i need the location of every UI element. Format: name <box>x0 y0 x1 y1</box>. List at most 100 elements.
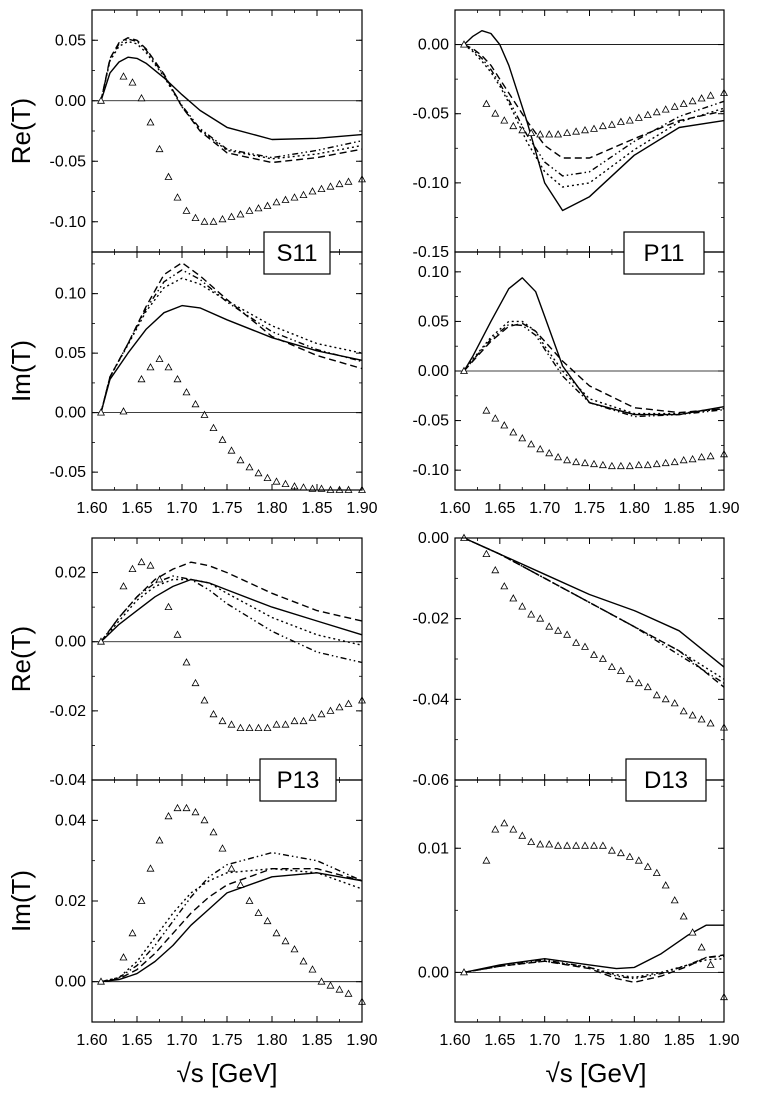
marker-point <box>652 459 661 468</box>
ylabel: Im(T) <box>6 340 36 402</box>
series-dash-dot-dot <box>463 323 725 418</box>
marker-point <box>607 846 616 854</box>
xtick-label: 1.70 <box>529 1032 560 1049</box>
marker-point <box>554 841 563 849</box>
marker-point <box>670 102 679 110</box>
marker-point <box>545 130 554 138</box>
marker-point <box>97 977 105 985</box>
xtick-label: 1.85 <box>301 1032 332 1049</box>
marker-point <box>164 363 173 371</box>
series-dashed <box>463 537 725 688</box>
marker-point <box>164 172 173 180</box>
marker-point <box>182 803 191 812</box>
marker-point <box>581 458 589 467</box>
marker-point <box>191 399 200 408</box>
marker-point <box>482 856 491 864</box>
ytick-label: 0.05 <box>55 345 86 362</box>
series-solid <box>100 578 363 643</box>
ytick-label: -0.05 <box>50 153 87 170</box>
marker-point <box>308 713 317 721</box>
marker-point <box>236 880 245 888</box>
marker-point <box>500 819 509 827</box>
ytick-label: -0.15 <box>413 244 450 261</box>
marker-point <box>326 182 335 190</box>
marker-point <box>146 561 155 569</box>
marker-point <box>200 217 209 225</box>
xtick-label: 1.65 <box>121 500 152 517</box>
series-solid <box>100 304 363 413</box>
marker-point <box>491 565 500 574</box>
marker-point <box>706 719 715 727</box>
marker-point <box>545 622 554 630</box>
marker-point <box>173 374 182 383</box>
marker-point <box>263 723 272 731</box>
xtick-label: 1.60 <box>76 500 107 517</box>
xlabel-right: √s [GeV] <box>546 1058 647 1088</box>
marker-point <box>173 193 182 201</box>
series-dashed <box>100 561 363 643</box>
marker-point <box>308 965 317 973</box>
ytick-label: 0.00 <box>55 634 86 651</box>
marker-point <box>97 96 105 104</box>
ytick-label: -0.02 <box>413 611 450 628</box>
marker-point <box>581 125 589 134</box>
marker-point <box>518 831 527 839</box>
marker-point <box>598 121 607 130</box>
marker-point <box>218 716 227 725</box>
marker-point <box>119 953 128 961</box>
marker-point <box>218 214 227 223</box>
marker-point <box>308 187 317 195</box>
marker-point <box>460 968 468 976</box>
marker-point <box>191 213 200 222</box>
marker-point <box>688 711 697 719</box>
marker-point <box>688 454 697 463</box>
series-dashed <box>100 868 363 983</box>
marker-point <box>670 457 679 466</box>
series-dash-dot-dot <box>463 44 725 177</box>
panel-frame <box>91 251 363 491</box>
ytick-label: -0.02 <box>50 703 87 720</box>
series-solid <box>463 537 725 668</box>
series-dash-dot-dot <box>463 537 725 684</box>
ylabel: Im(T) <box>6 870 36 932</box>
wave-label: P13 <box>277 767 320 794</box>
panel-frame <box>91 537 363 781</box>
marker-point <box>209 423 218 432</box>
marker-point <box>634 856 643 864</box>
marker-point <box>500 116 509 124</box>
xtick-label: 1.60 <box>439 1032 470 1049</box>
marker-point <box>527 440 536 448</box>
marker-point <box>254 204 263 212</box>
xtick-label: 1.90 <box>346 1032 377 1049</box>
marker-point <box>634 678 643 687</box>
xtick-label: 1.75 <box>211 500 242 517</box>
marker-point <box>97 637 105 645</box>
marker-point <box>598 841 607 849</box>
marker-point <box>607 662 616 670</box>
marker-point <box>182 658 191 666</box>
xtick-label: 1.85 <box>301 500 332 517</box>
ytick-label: 0.00 <box>55 405 86 422</box>
marker-point <box>509 825 518 833</box>
marker-point <box>500 421 509 429</box>
ytick-label: -0.05 <box>413 413 450 430</box>
marker-point <box>272 928 281 937</box>
marker-point <box>554 130 563 138</box>
marker-point <box>536 444 545 453</box>
series-dotted <box>100 277 363 413</box>
panel-s11-lower: -0.05 0.00 0.05 0.10 1.60 1.65 1.70 1.75 1.80 1.8… <box>6 251 378 517</box>
marker-point <box>527 837 536 845</box>
marker-point <box>563 455 572 464</box>
ytick-label: 0.00 <box>55 974 86 991</box>
panel-s11-upper: -0.10 -0.05 0.00 0.05 Re(T) <box>6 9 366 253</box>
marker-point <box>227 864 236 872</box>
marker-point <box>281 720 290 728</box>
marker-point <box>326 981 335 989</box>
marker-point <box>119 72 128 80</box>
marker-point <box>146 118 155 126</box>
series-dotted <box>463 537 725 680</box>
panel-frame <box>91 9 363 253</box>
ylabel: Re(T) <box>6 626 36 692</box>
marker-point <box>688 928 697 936</box>
marker-point <box>482 99 491 107</box>
